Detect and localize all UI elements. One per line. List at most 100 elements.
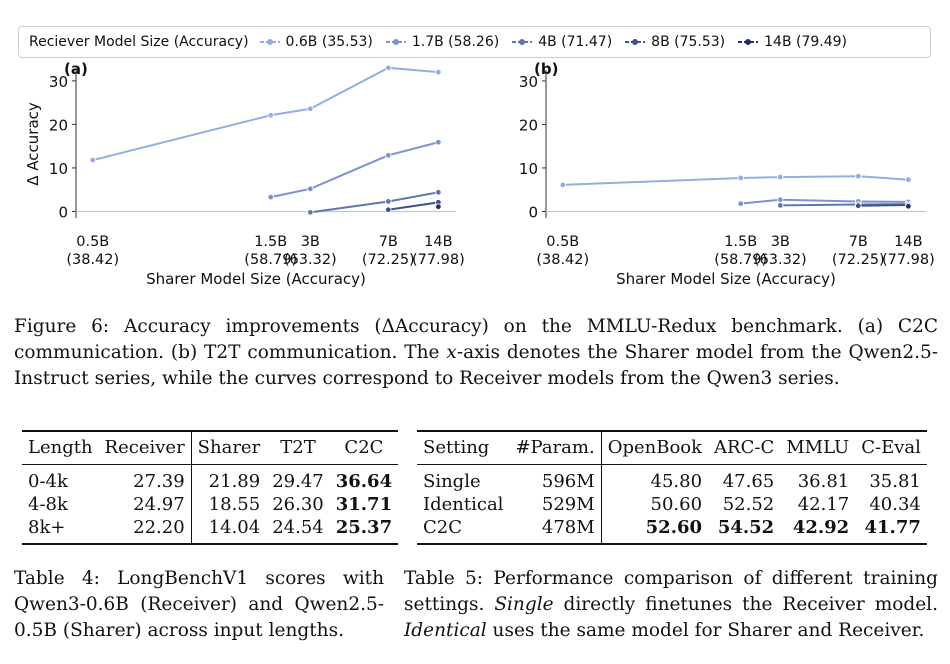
table-cell: 40.34 (869, 494, 921, 515)
table-header-cell: T2T (266, 430, 330, 465)
table-row: C2C 478M 52.60 54.52 42.92 41.77 (417, 516, 927, 545)
table-row: 8k+ 22.20 14.04 24.54 25.37 (22, 516, 399, 545)
x-tick-label: 1.5B (724, 234, 757, 250)
panel-label: (b) (534, 60, 558, 78)
table-cell: 478M (509, 516, 602, 545)
data-point (385, 206, 392, 213)
table-5-caption: Table 5: Performance comparison of diffe… (404, 566, 938, 644)
table-cell: 8k+ (22, 516, 99, 545)
table-header-cell: C-Eval (855, 430, 927, 465)
table-5-caption-part2: directly finetunes the Receiver model. (553, 594, 938, 615)
legend-entry-0.6b: 0.6B (35.53) (259, 34, 373, 50)
series-line (388, 201, 439, 211)
legend-swatch-1.7b (385, 39, 406, 45)
data-point (307, 209, 314, 216)
table-cell: 50.60 (650, 494, 703, 515)
table-cell: 36.81 (797, 471, 850, 492)
table-cell: Identical (423, 494, 504, 515)
figure-caption-symbol: ΔAccuracy (381, 316, 482, 337)
table-cell: 31.71 (335, 494, 393, 515)
x-tick-label: 0.5B (546, 234, 579, 250)
table-5-caption-part1: Table 5: Performance comparison of diffe… (404, 568, 938, 615)
legend-entry-8b: 8B (75.53) (624, 34, 725, 50)
table-header-cell: Setting (417, 430, 510, 465)
x-tick-label: 7B (849, 234, 868, 250)
figure-caption-x-variable: x (446, 342, 457, 363)
panel-label: (a) (64, 60, 88, 78)
table-cell: 18.55 (208, 494, 261, 515)
table-cell: 52.52 (722, 494, 775, 515)
x-tick-sublabel: (38.42) (66, 252, 119, 268)
data-point (737, 174, 744, 182)
table-cell: 25.37 (329, 516, 399, 545)
legend-label-14b: 14B (79.49) (764, 34, 847, 50)
series-line (740, 198, 909, 205)
table-row: Single 596M 45.80 47.65 36.81 35.81 (417, 464, 927, 493)
y-tick-label: 20 (49, 116, 68, 134)
legend-swatch-14b (738, 39, 759, 45)
y-tick-label: 0 (58, 203, 68, 221)
y-tick-label: 20 (519, 116, 538, 134)
table-cell: 29.47 (272, 471, 324, 492)
chart-panel-a: 0 10 20 30 0.5B (38.42) 1.5B (58.79)3B (63.32) 7B… (24, 60, 465, 288)
table-header-row: Setting #Param. OpenBook ARC-C MMLU C-Ev… (417, 430, 927, 465)
table-header-cell: ARC-C (708, 430, 781, 465)
legend-label-0.6b: 0.6B (35.53) (285, 34, 373, 50)
table-header-cell: Receiver (98, 430, 192, 465)
data-point (435, 189, 442, 196)
x-tick-sublabel: (63.32) (754, 252, 807, 268)
data-point (777, 196, 784, 203)
table-5-caption-identical: Identical (404, 620, 487, 641)
table-5-caption-part3: uses the same model for Sharer and Recei… (486, 620, 925, 641)
table-cell: 14.04 (191, 516, 267, 545)
data-point (559, 181, 566, 189)
x-tick-label: 3B (301, 234, 320, 250)
y-tick-label: 30 (519, 73, 538, 91)
data-point (855, 202, 862, 210)
data-point (905, 203, 912, 210)
table-header-cell: Sharer (191, 430, 267, 465)
figure-caption-part2: ) on the MMLU-Redux benchmark. (a) C2C c… (14, 316, 938, 363)
legend-entry-1.7b: 1.7B (58.26) (385, 34, 499, 50)
series-line (270, 141, 439, 199)
table-header-row: Length Receiver Sharer T2T C2C (22, 430, 399, 465)
x-tick-sublabel: (38.42) (536, 252, 589, 268)
table-cell: 41.77 (855, 516, 927, 545)
table-header-cell: C2C (329, 430, 399, 465)
table-header-cell: #Param. (509, 430, 602, 465)
table-row: Identical 529M 50.60 52.52 42.17 40.34 (417, 493, 927, 516)
data-point (267, 112, 274, 119)
data-point (89, 156, 96, 164)
data-point (435, 203, 442, 210)
table-cell: 0-4k (28, 471, 68, 492)
table-5-caption-single: Single (494, 594, 554, 615)
legend-swatch-4b (512, 39, 533, 45)
table-header-cell: OpenBook (601, 430, 709, 465)
table-cell: 47.65 (722, 471, 775, 492)
table-cell: 27.39 (98, 464, 192, 493)
table-cell: Single (423, 471, 481, 492)
x-tick-sublabel: (72.25) (832, 252, 885, 268)
y-tick-label: 10 (49, 160, 68, 178)
data-point (855, 173, 862, 180)
series-line (310, 191, 439, 214)
y-tick-label: 10 (519, 160, 538, 178)
x-tick-label: 14B (424, 234, 452, 250)
table-cell: 21.89 (208, 471, 261, 492)
data-point (307, 105, 314, 112)
x-axis-label: Sharer Model Size (Accuracy) (616, 270, 836, 288)
table-5: Setting #Param. OpenBook ARC-C MMLU C-Ev… (417, 430, 927, 545)
table-cell: 26.30 (272, 494, 324, 515)
data-point (385, 152, 392, 159)
data-point (777, 173, 784, 181)
data-point (737, 200, 744, 207)
table-header-cell: MMLU (780, 430, 856, 465)
figure-caption: Figure 6: Accuracy improvements (ΔAccura… (14, 314, 938, 392)
figure-caption-part3: -axis denotes the Sharer model from the … (14, 342, 939, 389)
table-4-caption: Table 4: LongBenchV1 scores with Qwen3-0… (14, 568, 384, 641)
x-tick-sublabel: (58.79) (714, 252, 767, 268)
table-cell: 22.20 (98, 516, 192, 545)
x-tick-label: 7B (379, 234, 398, 250)
x-tick-label: 3B (771, 234, 790, 250)
data-point (385, 64, 392, 72)
